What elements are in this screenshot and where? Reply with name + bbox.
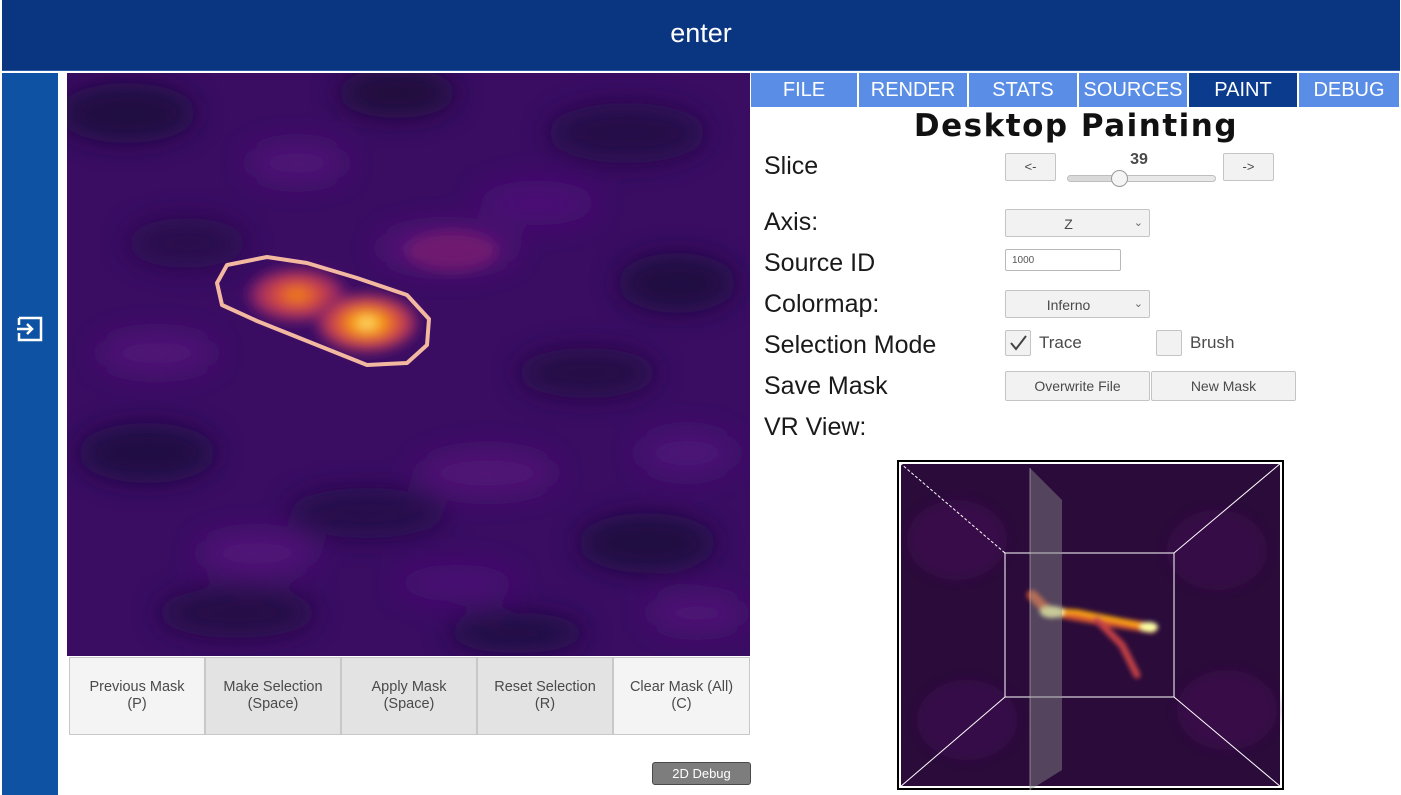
- reset-selection-button-label: Reset Selection (R): [494, 679, 596, 712]
- left-sidebar: [2, 73, 58, 795]
- banner-title: enter: [670, 18, 732, 48]
- new-mask-button[interactable]: New Mask: [1151, 371, 1296, 401]
- exit-to-app-icon[interactable]: [16, 315, 44, 343]
- tab-stats[interactable]: STATS: [969, 73, 1079, 107]
- tab-render[interactable]: RENDER: [859, 73, 969, 107]
- panel-tabs: FILE RENDER STATS SOURCES PAINT DEBUG: [751, 73, 1401, 107]
- source-id-label: Source ID: [764, 249, 876, 277]
- checkmark-icon: [1010, 335, 1027, 351]
- previous-mask-button-label: Previous Mask (P): [89, 679, 185, 712]
- tab-file[interactable]: FILE: [751, 73, 859, 107]
- debug-2d-button[interactable]: 2D Debug: [652, 762, 751, 785]
- colormap-label: Colormap:: [764, 290, 880, 318]
- source-id-input[interactable]: [1005, 249, 1121, 271]
- tab-paint[interactable]: PAINT: [1189, 73, 1299, 107]
- make-selection-button-label: Make Selection (Space): [223, 679, 323, 712]
- vr-view-preview[interactable]: [897, 460, 1284, 790]
- panel-title: Desktop Painting: [913, 108, 1239, 144]
- axis-select[interactable]: Z ⌄: [1005, 209, 1150, 237]
- slice-label: Slice: [764, 152, 819, 180]
- slice-prev-button[interactable]: <-: [1005, 153, 1056, 181]
- axis-label: Axis:: [764, 208, 819, 236]
- axis-value: Z: [1064, 216, 1073, 232]
- apply-mask-button[interactable]: Apply Mask (Space): [341, 657, 477, 735]
- top-banner: enter: [2, 0, 1400, 71]
- tab-debug[interactable]: DEBUG: [1299, 73, 1401, 107]
- chevron-down-icon: ⌄: [1133, 217, 1143, 229]
- previous-mask-button[interactable]: Previous Mask (P): [69, 657, 205, 735]
- selection-mode-label: Selection Mode: [764, 331, 937, 359]
- colormap-value: Inferno: [1046, 297, 1091, 313]
- colormap-select[interactable]: Inferno ⌄: [1005, 290, 1150, 318]
- brush-checkbox[interactable]: [1156, 330, 1182, 356]
- mask-button-row: Previous Mask (P) Make Selection (Space) A…: [69, 657, 750, 735]
- make-selection-button[interactable]: Make Selection (Space): [205, 657, 341, 735]
- vr-view-label: VR View:: [764, 413, 867, 441]
- overwrite-file-button[interactable]: Overwrite File: [1005, 371, 1150, 401]
- slice-viewport[interactable]: [67, 73, 750, 656]
- clear-mask-button[interactable]: Clear Mask (All) (C): [613, 657, 750, 735]
- trace-selection-outline: [215, 255, 431, 367]
- slice-next-button[interactable]: ->: [1223, 153, 1274, 181]
- chevron-down-icon: ⌄: [1133, 298, 1143, 310]
- trace-checkbox[interactable]: [1005, 330, 1031, 356]
- save-mask-label: Save Mask: [764, 372, 888, 400]
- slice-slider-track[interactable]: [1067, 175, 1216, 182]
- reset-selection-button[interactable]: Reset Selection (R): [477, 657, 613, 735]
- slice-slider-handle[interactable]: [1111, 170, 1129, 187]
- clear-mask-button-label: Clear Mask (All) (C): [629, 679, 734, 712]
- slice-value: 39: [1130, 151, 1148, 168]
- apply-mask-button-label: Apply Mask (Space): [371, 679, 447, 712]
- trace-label: Trace: [1039, 333, 1082, 352]
- brush-label: Brush: [1190, 333, 1235, 352]
- tab-sources[interactable]: SOURCES: [1079, 73, 1189, 107]
